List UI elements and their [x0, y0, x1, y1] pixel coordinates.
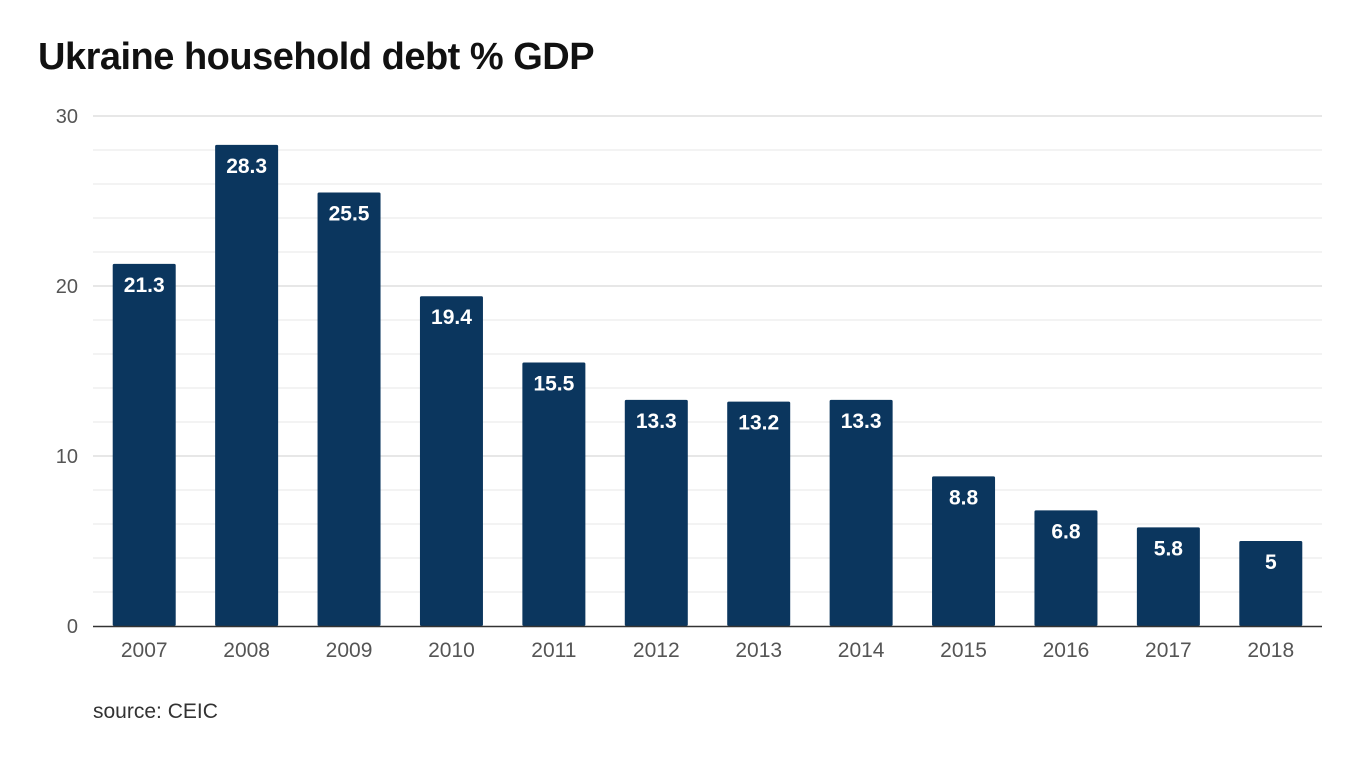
bar-2014 — [829, 399, 893, 626]
bar-2009 — [317, 192, 381, 626]
x-tick-label: 2009 — [326, 639, 373, 662]
x-tick-label: 2013 — [735, 639, 782, 662]
x-tick-label: 2018 — [1247, 639, 1294, 662]
y-tick-label: 20 — [56, 276, 78, 298]
bar-value-labels: 21.3 28.3 25.5 19.4 15.5 13.3 13.2 13.3 8.8 6.8 5.… — [124, 155, 1277, 574]
bar-value-label: 5.8 — [1154, 537, 1184, 560]
x-tick-label: 2011 — [531, 639, 576, 662]
y-axis-tick-labels: 0 10 20 30 — [56, 106, 78, 638]
x-tick-label: 2017 — [1145, 639, 1192, 662]
x-tick-label: 2014 — [838, 639, 885, 662]
x-tick-label: 2010 — [428, 639, 475, 662]
bar-value-label: 19.4 — [431, 306, 472, 329]
bar-2016 — [1034, 510, 1098, 626]
bar-value-label: 13.2 — [738, 412, 779, 435]
gridlines — [93, 115, 1322, 593]
bar-2013 — [727, 401, 791, 626]
bar-value-label: 15.5 — [533, 373, 574, 396]
x-tick-label: 2008 — [223, 639, 270, 662]
bar-2017 — [1136, 527, 1200, 626]
bar-2008 — [215, 144, 279, 626]
y-tick-label: 30 — [56, 106, 78, 128]
bar-2012 — [624, 399, 688, 626]
chart-title: Ukraine household debt % GDP — [38, 36, 595, 78]
y-tick-label: 10 — [56, 446, 78, 468]
bar-2018 — [1239, 541, 1303, 626]
bar-2011 — [522, 362, 586, 626]
x-tick-label: 2007 — [121, 639, 168, 662]
source-note: source: CEIC — [93, 700, 218, 723]
bar-value-label: 5 — [1265, 551, 1277, 574]
bar-value-label: 13.3 — [841, 410, 882, 433]
y-tick-label: 0 — [67, 616, 78, 638]
x-axis-tick-labels: 2007 2008 2009 2010 2011 2012 2013 2014 2015 2016… — [121, 639, 1294, 662]
bar-value-label: 28.3 — [226, 155, 267, 178]
x-tick-label: 2012 — [633, 639, 680, 662]
bar-value-label: 8.8 — [949, 486, 979, 509]
bar-value-label: 25.5 — [329, 203, 370, 226]
bar-2010 — [419, 296, 483, 626]
bar-2007 — [112, 263, 176, 626]
bars — [112, 144, 1303, 626]
bar-value-label: 21.3 — [124, 274, 165, 297]
x-tick-label: 2015 — [940, 639, 987, 662]
bar-value-label: 13.3 — [636, 410, 677, 433]
bar-2015 — [932, 476, 996, 626]
x-tick-label: 2016 — [1043, 639, 1090, 662]
bar-value-label: 6.8 — [1051, 520, 1081, 543]
